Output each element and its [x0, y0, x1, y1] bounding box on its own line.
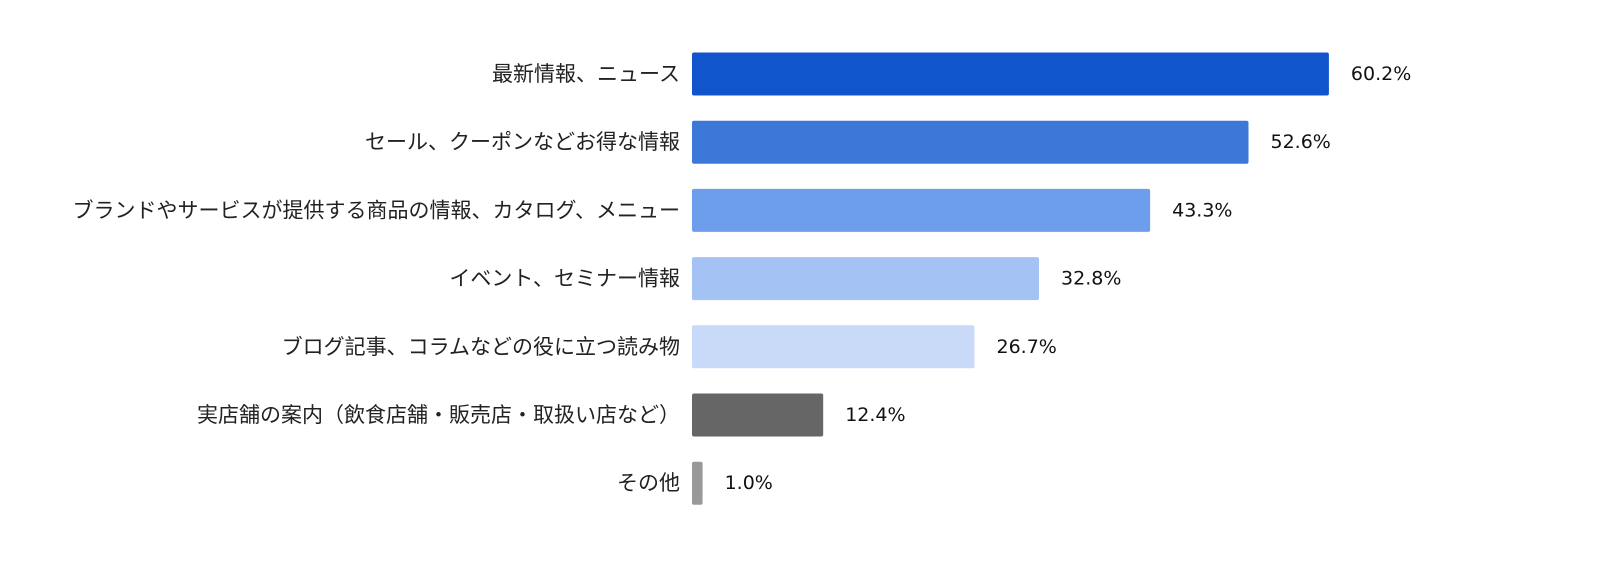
value-label-4: 26.7%	[996, 336, 1056, 358]
bar-0	[692, 52, 1329, 96]
category-label-3: イベント、セミナー情報	[449, 267, 680, 291]
category-label-0: 最新情報、ニュース	[492, 62, 680, 86]
bar-4	[692, 325, 975, 369]
value-label-5: 12.4%	[845, 404, 905, 426]
category-label-4: ブログ記事、コラムなどの役に立つ読み物	[282, 335, 680, 359]
value-label-1: 52.6%	[1271, 131, 1331, 153]
bar-6	[692, 461, 703, 505]
category-label-6: その他	[617, 471, 680, 495]
value-label-6: 1.0%	[725, 472, 773, 494]
value-label-3: 32.8%	[1061, 268, 1121, 290]
bar-3	[692, 257, 1040, 301]
category-label-5: 実店舗の案内（飲食店舗・販売店・取扱い店など）	[197, 403, 680, 427]
value-label-0: 60.2%	[1351, 63, 1411, 85]
bar-5	[692, 393, 824, 437]
category-label-1: セール、クーポンなどお得な情報	[365, 130, 680, 154]
bar-1	[692, 120, 1249, 164]
bar-2	[692, 188, 1151, 232]
value-label-2: 43.3%	[1172, 199, 1232, 221]
category-label-2: ブランドやサービスが提供する商品の情報、カタログ、メニュー	[72, 198, 680, 222]
